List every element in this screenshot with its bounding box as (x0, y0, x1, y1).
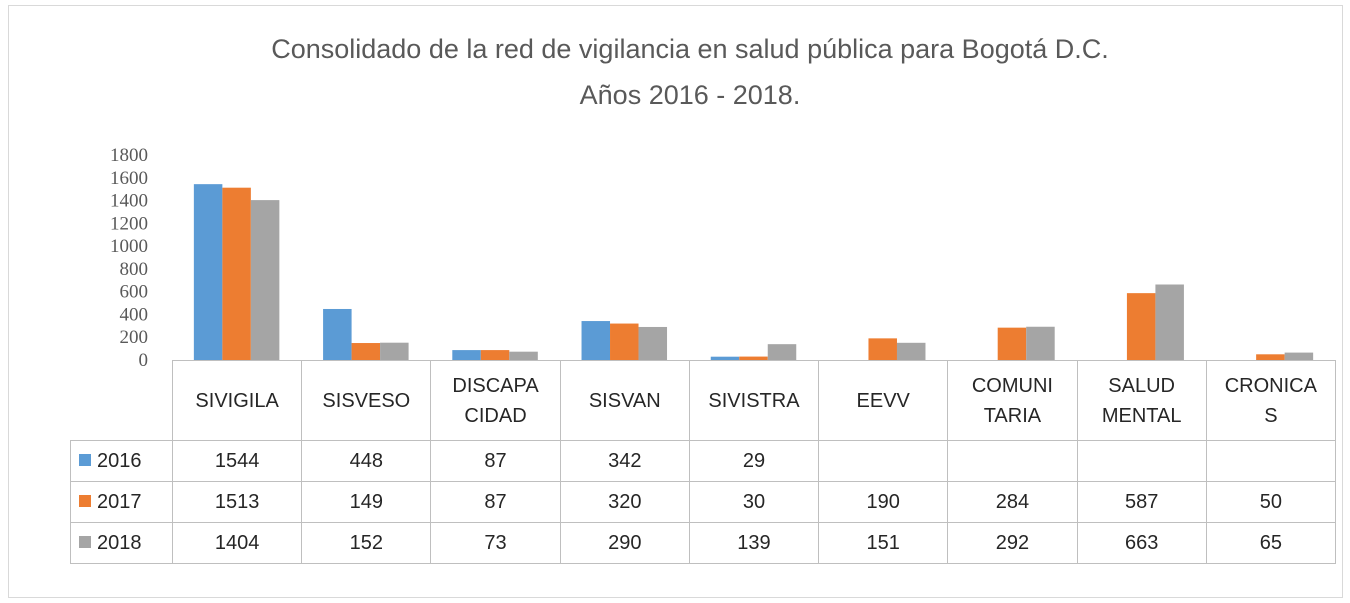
y-tick-label: 1200 (110, 213, 148, 234)
bar (250, 200, 280, 360)
corner-cell (70, 360, 173, 441)
bar (767, 344, 797, 360)
data-row: 2017 1513 149 87 320 30 190 284 587 50 (70, 481, 1336, 523)
data-cell: 663 (1076, 522, 1207, 564)
bar (1155, 284, 1184, 360)
data-cell: 149 (301, 481, 432, 523)
x-tick-label: SALUD MENTAL (1076, 360, 1207, 441)
data-cell: 73 (430, 522, 561, 564)
bar (581, 321, 611, 360)
chart-title: Consolidado de la red de vigilancia en s… (271, 34, 1109, 64)
data-cell: 1513 (171, 481, 303, 523)
bar (1126, 293, 1156, 360)
bar (739, 356, 768, 360)
y-tick-label: 600 (120, 282, 149, 303)
data-cell: 1544 (171, 440, 303, 482)
x-tick-label: SISVAN (559, 360, 690, 441)
chart-frame (8, 5, 1343, 598)
legend-label: 2017 (97, 491, 142, 513)
data-cell: 1404 (171, 522, 303, 564)
data-row: 2018 1404 152 73 290 139 151 292 663 65 (70, 522, 1336, 564)
data-row: 2016 1544 448 87 342 29 (70, 440, 1336, 482)
bar (193, 184, 223, 360)
data-cell: 190 (818, 481, 949, 523)
data-cell: 448 (301, 440, 432, 482)
bar (351, 343, 381, 360)
y-tick-label: 800 (120, 259, 149, 280)
x-tick-label: SIVISTRA (688, 360, 820, 441)
data-cell: 65 (1205, 522, 1336, 564)
x-tick-label: SIVIGILA (171, 360, 303, 441)
legend-entry: 2018 (70, 522, 173, 564)
data-cell: 342 (559, 440, 690, 482)
bar (1284, 352, 1314, 360)
bar (1256, 354, 1285, 360)
data-cell: 290 (559, 522, 690, 564)
legend-entry: 2016 (70, 440, 173, 482)
bar (610, 323, 639, 360)
bar (710, 356, 740, 360)
data-cell: 152 (301, 522, 432, 564)
bar (868, 338, 897, 360)
legend-label: 2016 (97, 450, 142, 472)
data-cell (1205, 440, 1336, 482)
bar (997, 327, 1027, 360)
data-cell: 320 (559, 481, 690, 523)
bar (480, 350, 510, 360)
bar (509, 351, 538, 360)
y-tick-label: 1800 (110, 145, 148, 166)
y-tick-label: 200 (120, 327, 149, 348)
data-cell: 284 (947, 481, 1078, 523)
bar (638, 326, 668, 360)
y-tick-label: 1000 (110, 236, 148, 257)
data-cell: 29 (688, 440, 820, 482)
legend-swatch (79, 454, 91, 466)
data-cell: 87 (430, 481, 561, 523)
bar (452, 350, 481, 360)
x-tick-label: DISCAPA CIDAD (430, 360, 561, 441)
bar (896, 342, 926, 360)
data-cell: 50 (1205, 481, 1336, 523)
x-tick-label: SISVESO (301, 360, 432, 441)
data-cell: 139 (688, 522, 820, 564)
data-cell (1076, 440, 1207, 482)
bar (1026, 326, 1055, 360)
y-tick-label: 1400 (110, 191, 148, 212)
data-cell (818, 440, 949, 482)
legend-entry: 2017 (70, 481, 173, 523)
header-row: SIVIGILA SISVESO DISCAPA CIDAD SISVAN SIVIST… (70, 360, 1336, 441)
legend-swatch (79, 536, 91, 548)
chart-subtitle: Años 2016 - 2018. (580, 80, 801, 110)
bar (222, 187, 251, 360)
x-tick-label: EEVV (818, 360, 949, 441)
legend-label: 2018 (97, 532, 142, 554)
data-cell: 587 (1076, 481, 1207, 523)
x-tick-label: COMUNI TARIA (947, 360, 1078, 441)
data-cell: 30 (688, 481, 820, 523)
data-cell: 292 (947, 522, 1078, 564)
data-cell: 87 (430, 440, 561, 482)
data-cell (947, 440, 1078, 482)
data-cell: 151 (818, 522, 949, 564)
bar (323, 308, 352, 360)
bar (380, 342, 409, 360)
y-tick-label: 1600 (110, 168, 148, 189)
y-tick-label: 400 (120, 304, 149, 325)
x-tick-label: CRONICA S (1205, 360, 1336, 441)
legend-swatch (79, 495, 91, 507)
data-table: SIVIGILA SISVESO DISCAPA CIDAD SISVAN SIVIST… (70, 360, 1336, 564)
